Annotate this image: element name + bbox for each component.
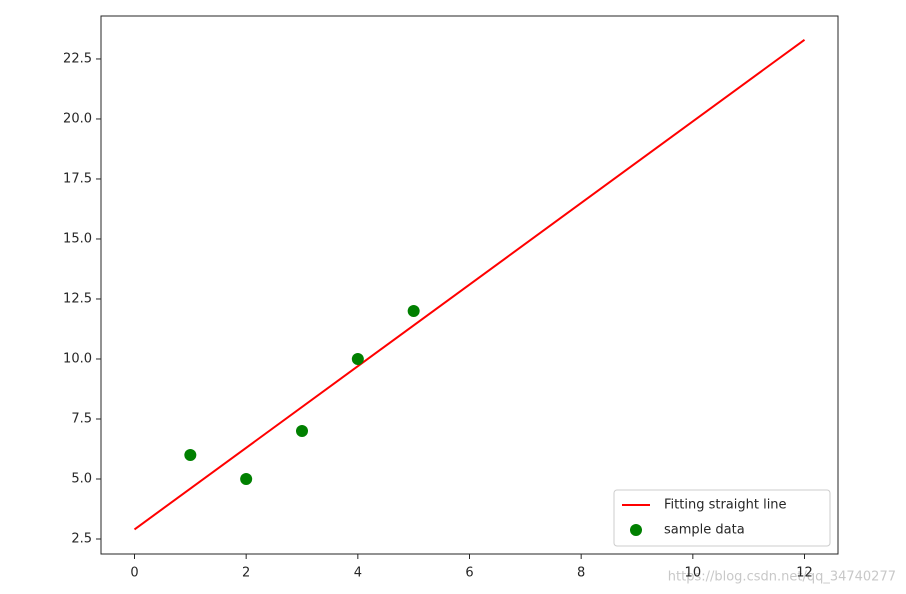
y-tick-label: 15.0 <box>63 231 92 246</box>
data-point <box>296 424 308 437</box>
data-point <box>407 304 420 317</box>
legend-swatch <box>630 524 642 536</box>
fit-line <box>133 38 806 531</box>
x-tick-label: 6 <box>465 566 473 581</box>
x-tick-label: 10 <box>685 566 702 581</box>
y-tick-label: 22.5 <box>63 51 92 66</box>
x-tick-label: 12 <box>796 566 813 581</box>
legend-box <box>613 489 831 547</box>
y-tick-label: 12.5 <box>63 291 92 306</box>
y-tick-label: 10.0 <box>63 351 92 366</box>
y-tick-label: 5.0 <box>71 471 92 486</box>
x-tick-label: 2 <box>242 566 250 581</box>
data-point <box>184 448 197 461</box>
legend-label: sample data <box>664 523 745 538</box>
axes-frame <box>100 15 839 555</box>
x-tick-label: 8 <box>577 566 585 581</box>
y-tick-label: 2.5 <box>71 531 92 546</box>
legend-label: Fitting straight line <box>664 498 787 513</box>
y-tick-label: 17.5 <box>63 171 92 186</box>
data-point <box>240 472 253 485</box>
x-tick-label: 0 <box>130 566 138 581</box>
data-point <box>351 352 364 365</box>
y-tick-label: 20.0 <box>63 111 92 126</box>
watermark: https://blog.csdn.net/qq_34740277 <box>668 570 896 585</box>
x-tick-label: 4 <box>354 566 362 581</box>
y-tick-label: 7.5 <box>71 411 92 426</box>
